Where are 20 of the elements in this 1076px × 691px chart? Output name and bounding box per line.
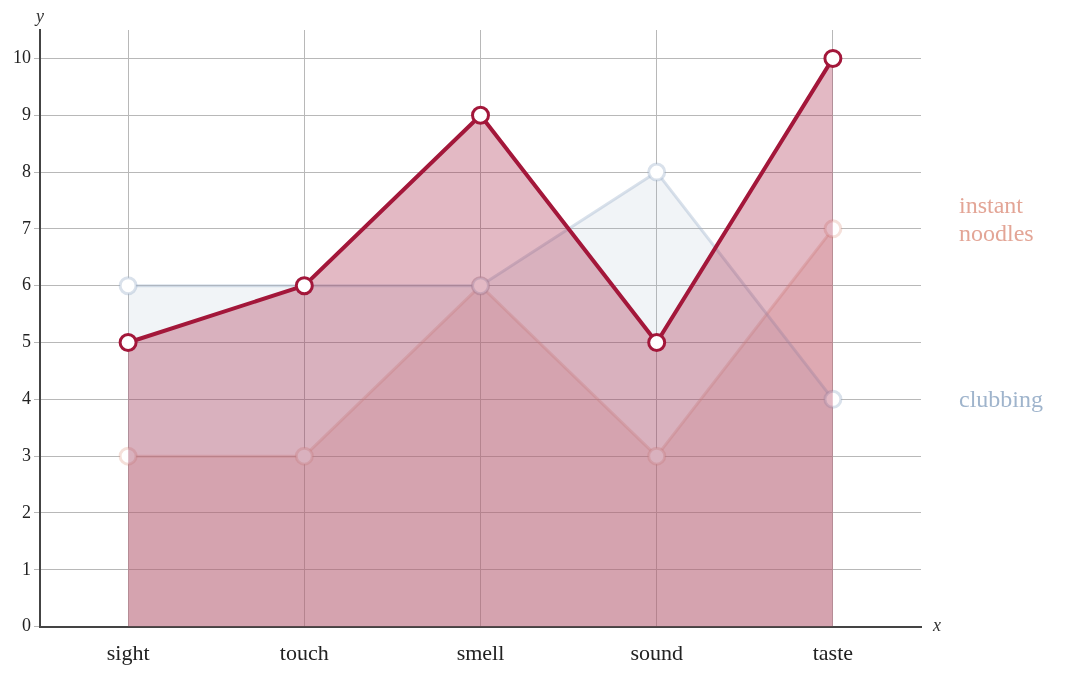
y-tick-label: 7 xyxy=(22,217,31,238)
x-tick-label: taste xyxy=(812,639,854,665)
y-tick-label: 1 xyxy=(22,558,31,579)
x-tick-label: touch xyxy=(279,639,329,665)
y-tick-label: 0 xyxy=(22,615,31,636)
y-tick-label: 3 xyxy=(22,444,31,465)
text: instant noodles xyxy=(959,191,1034,246)
x-axis-title: x xyxy=(932,615,941,636)
y-tick-label: 5 xyxy=(22,331,31,352)
text: clubbing xyxy=(959,386,1043,413)
x-tick-label: sight xyxy=(106,639,150,665)
y-tick-label: 2 xyxy=(22,501,31,522)
y-tick-label: 8 xyxy=(22,160,31,181)
x-tick-label: sound xyxy=(630,639,683,665)
y-tick-label: 4 xyxy=(22,388,31,409)
y-tick-label: 6 xyxy=(22,274,31,295)
y-axis-title: y xyxy=(34,5,44,26)
y-tick-label: 9 xyxy=(22,103,31,124)
x-tick-label: smell xyxy=(456,639,505,665)
y-tick-label: 10 xyxy=(13,47,31,68)
